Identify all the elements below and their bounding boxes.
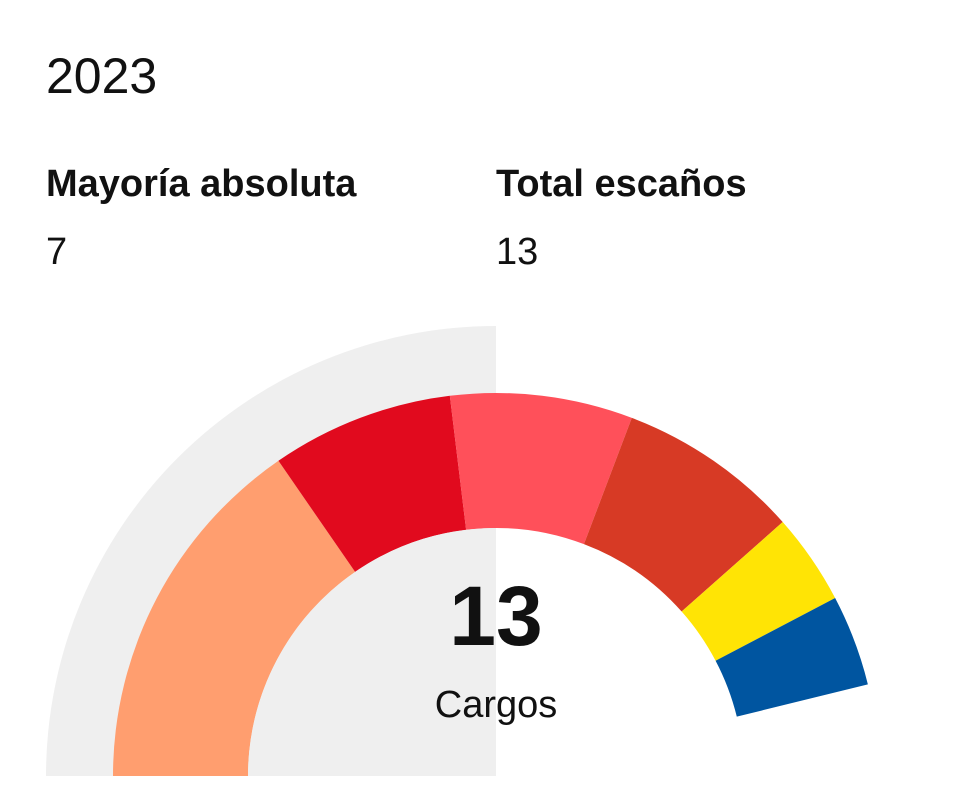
seat-segment-6: [715, 598, 868, 717]
seat-segments: [113, 392, 868, 776]
seat-segment-4: [583, 417, 783, 612]
total-seats-value: 13: [496, 231, 539, 273]
majority-value: 7: [46, 231, 68, 273]
seat-segment-3: [449, 392, 632, 545]
year-title: 2023: [46, 48, 158, 104]
total-seats-label: Total escaños: [496, 163, 747, 205]
center-seat-count: 13: [449, 569, 542, 663]
seat-segment-5: [681, 522, 836, 661]
inner-majority-background: [248, 528, 496, 776]
hemicycle-chart: 13 Cargos: [46, 326, 868, 776]
seat-segment-2: [278, 395, 467, 572]
seat-segment-1: [113, 460, 356, 776]
center-label: Cargos: [435, 684, 558, 726]
majority-label: Mayoría absoluta: [46, 163, 357, 205]
